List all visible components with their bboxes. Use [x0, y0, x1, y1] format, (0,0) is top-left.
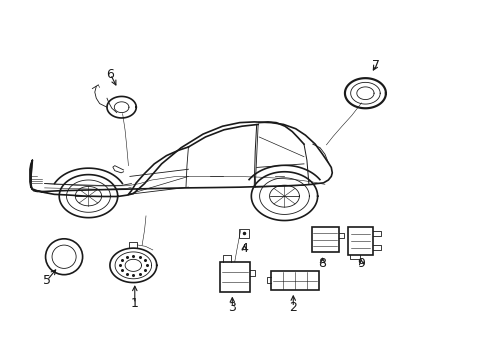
Text: 1: 1: [131, 297, 139, 310]
Text: 3: 3: [228, 301, 236, 314]
Text: 9: 9: [357, 257, 365, 270]
Text: 4: 4: [240, 242, 248, 255]
Text: 6: 6: [106, 68, 114, 81]
Bar: [347, 226, 372, 255]
Text: 5: 5: [43, 274, 51, 287]
Bar: [311, 226, 338, 252]
Bar: [271, 271, 319, 291]
Text: 7: 7: [371, 59, 379, 72]
Text: 2: 2: [289, 301, 297, 314]
Bar: [238, 229, 249, 238]
Bar: [220, 262, 250, 292]
Text: 8: 8: [318, 257, 326, 270]
